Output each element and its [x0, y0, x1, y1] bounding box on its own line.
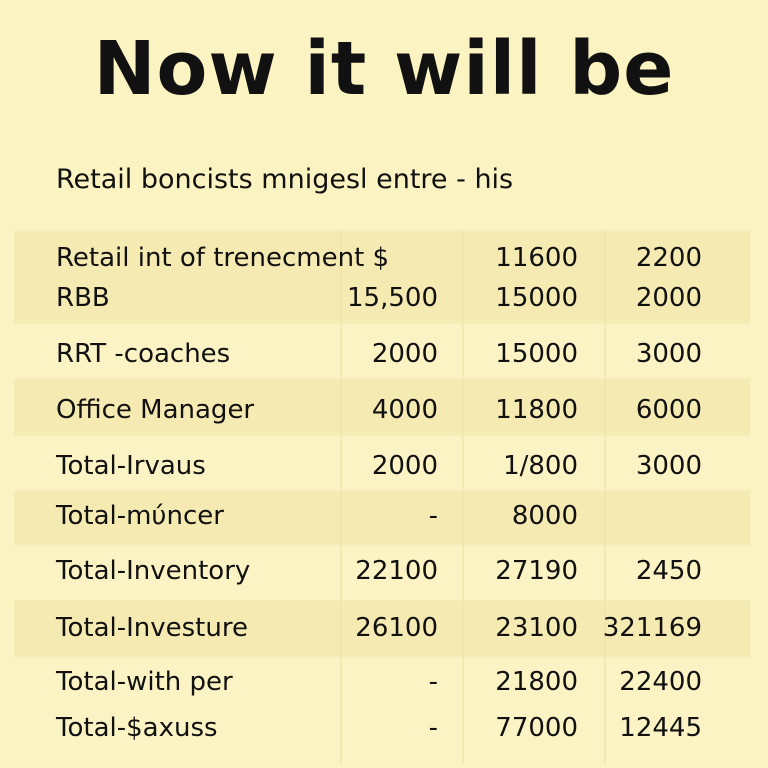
row-label: RRT -coaches	[56, 339, 231, 369]
cell-col1: -	[428, 667, 438, 697]
cell-col2: 23100	[495, 613, 578, 643]
cell-col2: 15000	[495, 339, 578, 369]
row-label: Total-Inventory	[56, 556, 251, 586]
cell-col1: -	[428, 501, 438, 531]
cell-col1: 26100	[355, 613, 438, 643]
table-row: Total-$axuss - 77000 12445	[14, 710, 750, 746]
cell-col3: 6000	[635, 395, 702, 425]
cell-col3: 12445	[619, 713, 702, 743]
cell-col3: 2000	[635, 283, 702, 313]
table-row: RBB 15,500 15000 2000	[14, 280, 750, 316]
row-label: Total-$axuss	[56, 713, 218, 743]
cell-col3: 2450	[635, 556, 702, 586]
row-label: Total-with per	[56, 667, 233, 697]
table-band	[14, 544, 750, 602]
row-label: Retail int of trenecment $	[56, 243, 390, 273]
table-row: Office Manager 4000 11800 6000	[14, 392, 750, 428]
column-divider	[604, 230, 606, 764]
cell-col3: 3000	[635, 339, 702, 369]
table-row: Total-mύncer - 8000	[14, 498, 750, 534]
cell-col3: 3000	[635, 451, 702, 481]
table-band	[14, 434, 750, 492]
cell-col2: 11800	[495, 395, 578, 425]
page-title: Now it will be	[93, 26, 675, 112]
column-divider	[340, 230, 342, 764]
cell-col2: 15000	[495, 283, 578, 313]
cell-col1: 22100	[355, 556, 438, 586]
table-band	[14, 600, 750, 658]
budget-table: Retail int of trenecment $ 11600 2200 RB…	[14, 230, 750, 766]
table-row: Retail int of trenecment $ 11600 2200	[14, 240, 750, 276]
cell-col3: 321169	[602, 613, 702, 643]
cell-col1: 2000	[371, 451, 438, 481]
table-band	[14, 490, 750, 546]
cell-col1: 4000	[371, 395, 438, 425]
cell-col2: 1/800	[503, 451, 578, 481]
table-band	[14, 378, 750, 436]
row-label: Total-mύncer	[56, 501, 224, 531]
cell-col1: 15,500	[347, 283, 438, 313]
cell-col1: 2000	[371, 339, 438, 369]
cell-col2: 27190	[495, 556, 578, 586]
row-label: RBB	[56, 283, 110, 313]
cell-col3: 2200	[635, 243, 702, 273]
table-band	[14, 230, 750, 324]
table-band	[14, 656, 750, 766]
cell-col3: 22400	[619, 667, 702, 697]
table-subtitle: Retail boncists mnigesl entre - his	[56, 164, 514, 195]
table-row: Total-Investure 26100 23100 321169	[14, 610, 750, 646]
row-label: Total-Irvaus	[56, 451, 206, 481]
row-label: Total-Investure	[56, 613, 248, 643]
row-label: Office Manager	[56, 395, 255, 425]
table-row: Total-with per - 21800 22400	[14, 664, 750, 700]
cell-col2: 11600	[495, 243, 578, 273]
table-row: RRT -coaches 2000 15000 3000	[14, 336, 750, 372]
column-divider	[462, 230, 464, 764]
table-band	[14, 322, 750, 380]
table-row: Total-Inventory 22100 27190 2450	[14, 553, 750, 589]
cell-col2: 21800	[495, 667, 578, 697]
table-row: Total-Irvaus 2000 1/800 3000	[14, 448, 750, 484]
cell-col1: -	[428, 713, 438, 743]
cell-col2: 8000	[511, 501, 578, 531]
cell-col2: 77000	[495, 713, 578, 743]
